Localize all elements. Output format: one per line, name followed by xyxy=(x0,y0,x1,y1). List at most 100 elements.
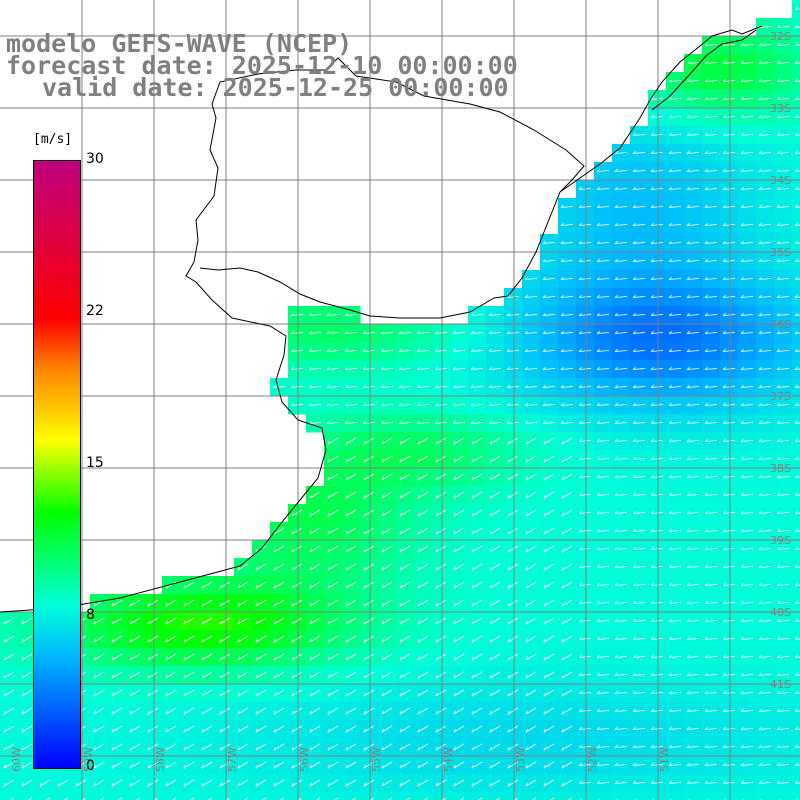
wind-arrow-shaft xyxy=(650,638,664,640)
wind-arrow-head xyxy=(578,762,583,766)
wind-arrow-head xyxy=(291,692,294,697)
wind-arrow-head xyxy=(219,710,222,715)
wind-arrow-head xyxy=(237,674,240,679)
wind-arrow-shaft xyxy=(668,134,682,136)
wind-arrow-head xyxy=(614,762,619,766)
wind-arrow-head xyxy=(740,384,745,388)
wind-arrow-shaft xyxy=(327,653,339,661)
wind-arrow-shaft xyxy=(632,566,646,568)
wind-arrow-shaft xyxy=(686,386,700,388)
wind-arrow-head xyxy=(525,476,528,481)
wind-arrow-shaft xyxy=(614,368,628,370)
wind-arrow-shaft xyxy=(471,581,483,589)
wind-arrow-shaft xyxy=(704,386,718,388)
wind-arrow-head xyxy=(578,420,583,424)
wind-arrow-head xyxy=(507,602,510,607)
wind-arrow-shaft xyxy=(794,62,800,64)
wind-arrow-shaft xyxy=(326,350,340,352)
wind-arrow-head xyxy=(291,656,294,661)
wind-arrow-shaft xyxy=(362,368,376,370)
wind-arrow-shaft xyxy=(237,617,249,625)
wind-arrow-shaft xyxy=(3,725,15,733)
wind-arrow-shaft xyxy=(632,476,646,478)
wind-arrow-shaft xyxy=(686,656,700,658)
wind-arrow-shaft xyxy=(614,728,628,730)
wind-arrow-head xyxy=(326,402,331,406)
wind-arrow-shaft xyxy=(165,707,177,715)
wind-arrow-shaft xyxy=(219,599,231,607)
wind-arrow-head xyxy=(111,764,114,769)
wind-arrow-head xyxy=(327,512,330,517)
wind-arrow-shaft xyxy=(489,635,501,643)
wind-arrow-shaft xyxy=(434,386,448,388)
wind-arrow-head xyxy=(704,420,709,424)
wind-arrow-shaft xyxy=(345,491,357,499)
wind-arrow-head xyxy=(93,674,96,679)
speed-cell xyxy=(756,792,775,800)
wind-arrow-head xyxy=(776,528,781,532)
wind-arrow-shaft xyxy=(794,98,800,100)
wind-arrow-head xyxy=(290,330,295,334)
wind-arrow-head xyxy=(794,348,799,352)
wind-arrow-shaft xyxy=(650,692,664,694)
wind-arrow-head xyxy=(273,764,276,769)
wind-arrow-shaft xyxy=(578,746,592,748)
wind-arrow-shaft xyxy=(776,44,790,46)
speed-cell xyxy=(468,792,487,800)
wind-arrow-shaft xyxy=(525,653,537,661)
wind-arrow-head xyxy=(776,636,781,640)
wind-arrow-shaft xyxy=(776,368,790,370)
wind-arrow-shaft xyxy=(561,743,573,751)
wind-arrow-shaft xyxy=(668,548,682,550)
speed-cell xyxy=(306,792,325,800)
wind-arrow-shaft xyxy=(273,671,285,679)
wind-arrow-head xyxy=(326,366,331,370)
wind-arrow-shaft xyxy=(507,743,519,751)
wind-arrow-shaft xyxy=(758,116,772,118)
wind-arrow-shaft xyxy=(632,386,646,388)
wind-arrow-head xyxy=(758,150,763,154)
wind-arrow-head xyxy=(345,692,348,697)
wind-arrow-shaft xyxy=(632,548,646,550)
wind-arrow-head xyxy=(596,366,601,370)
wind-arrow-head xyxy=(471,566,474,571)
wind-arrow-shaft xyxy=(596,386,610,388)
wind-arrow-head xyxy=(489,584,492,589)
wind-arrow-head xyxy=(506,366,511,370)
wind-arrow-head xyxy=(650,528,655,532)
wind-arrow-head xyxy=(471,782,474,787)
wind-arrow-shaft xyxy=(794,440,800,442)
wind-arrow-shaft xyxy=(435,509,447,517)
wind-arrow-shaft xyxy=(776,152,790,154)
wind-arrow-shaft xyxy=(578,440,592,442)
wind-arrow-head xyxy=(417,728,420,733)
wind-arrow-shaft xyxy=(21,653,33,661)
wind-arrow-shaft xyxy=(21,617,33,625)
wind-arrow-head xyxy=(704,150,709,154)
wind-arrow-head xyxy=(686,276,691,280)
wind-arrow-shaft xyxy=(435,545,447,553)
wind-arrow-shaft xyxy=(668,764,682,766)
wind-arrow-shaft xyxy=(650,332,664,334)
wind-arrow-shaft xyxy=(758,476,772,478)
wind-arrow-head xyxy=(434,330,439,334)
wind-arrow-head xyxy=(291,782,294,787)
wind-arrow-shaft xyxy=(237,743,249,751)
wind-arrow-shaft xyxy=(650,314,664,316)
wind-arrow-head xyxy=(668,474,673,478)
wind-arrow-head xyxy=(345,530,348,535)
wind-arrow-shaft xyxy=(507,725,519,733)
wind-arrow-head xyxy=(740,168,745,172)
wind-arrow-head xyxy=(453,458,456,463)
wind-arrow-shaft xyxy=(57,779,69,787)
wind-arrow-shaft xyxy=(471,707,483,715)
wind-arrow-head xyxy=(201,782,204,787)
wind-arrow-head xyxy=(237,602,240,607)
wind-arrow-shaft xyxy=(21,707,33,715)
wind-arrow-shaft xyxy=(201,599,213,607)
wind-arrow-head xyxy=(776,96,781,100)
wind-arrow-head xyxy=(453,674,456,679)
wind-arrow-shaft xyxy=(704,746,718,748)
wind-arrow-head xyxy=(650,276,655,280)
wind-arrow-head xyxy=(543,674,546,679)
